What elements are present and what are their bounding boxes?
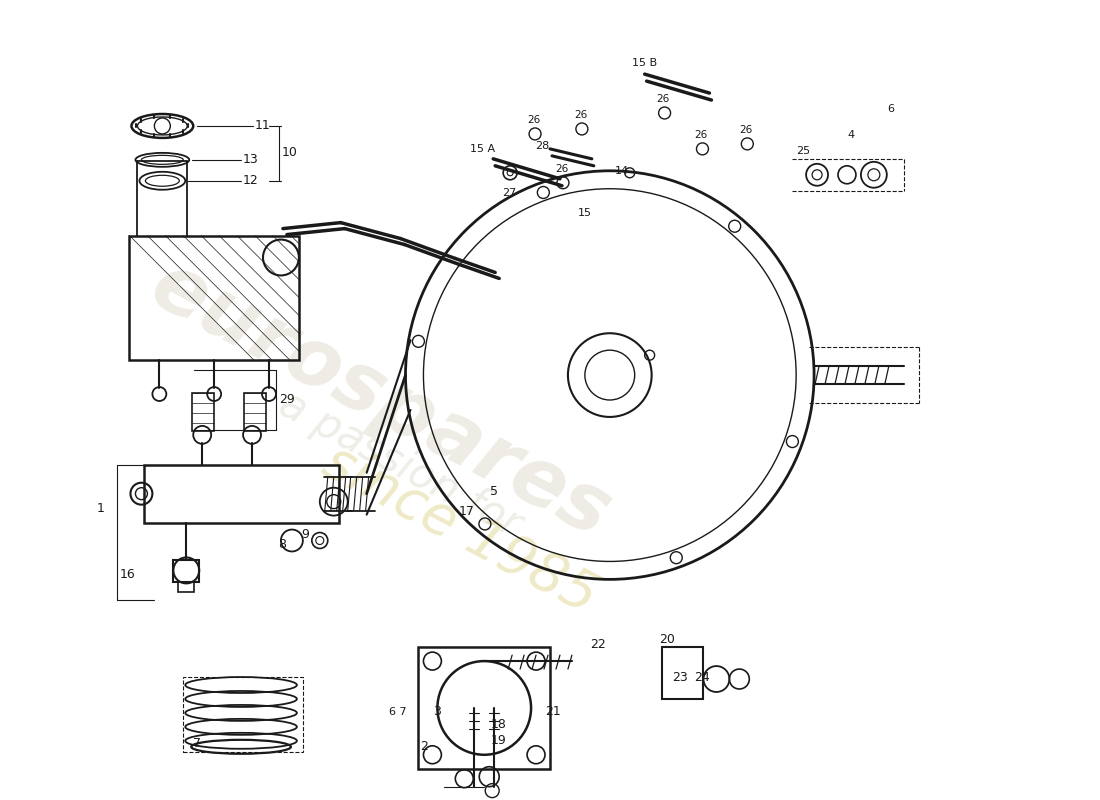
Bar — [244, 393, 266, 431]
Text: eurospares: eurospares — [138, 246, 624, 554]
Bar — [184, 677, 302, 752]
Text: 20: 20 — [660, 633, 675, 646]
Text: 17: 17 — [459, 505, 474, 518]
Text: 21: 21 — [544, 706, 561, 718]
Bar — [192, 393, 215, 431]
Text: 28: 28 — [535, 141, 549, 151]
Text: 12: 12 — [243, 174, 258, 187]
Bar — [178, 582, 195, 592]
Bar — [130, 235, 299, 360]
Text: 8: 8 — [278, 538, 286, 551]
Text: 2: 2 — [420, 740, 428, 754]
Text: 19: 19 — [491, 734, 506, 747]
Text: 4: 4 — [847, 130, 854, 140]
Text: 14: 14 — [615, 166, 629, 176]
Text: a passion for: a passion for — [273, 383, 529, 546]
Bar — [418, 647, 550, 769]
Text: 3: 3 — [433, 706, 441, 718]
Text: 26: 26 — [657, 94, 670, 104]
Text: 26: 26 — [694, 130, 707, 140]
Text: 6: 6 — [887, 104, 894, 114]
Bar — [661, 647, 704, 699]
Text: 29: 29 — [279, 394, 295, 406]
Text: 26: 26 — [527, 115, 540, 125]
Text: 26: 26 — [739, 125, 752, 135]
Text: 9: 9 — [301, 528, 309, 541]
Bar — [144, 465, 339, 522]
Text: 23: 23 — [672, 670, 689, 683]
Text: 1: 1 — [97, 502, 104, 515]
Text: 7: 7 — [194, 738, 201, 750]
Text: 18: 18 — [491, 718, 506, 731]
Text: 26: 26 — [556, 164, 569, 174]
Text: 22: 22 — [590, 638, 606, 650]
Bar — [174, 561, 199, 582]
Text: 26: 26 — [574, 110, 587, 120]
Text: 27: 27 — [503, 188, 516, 198]
Text: 15: 15 — [578, 208, 592, 218]
Text: 10: 10 — [282, 146, 298, 159]
Text: 13: 13 — [243, 154, 258, 166]
Text: 5: 5 — [491, 485, 498, 498]
Text: 6 7: 6 7 — [388, 707, 406, 717]
Text: 15 A: 15 A — [471, 144, 495, 154]
Text: 25: 25 — [796, 146, 811, 156]
Text: 24: 24 — [694, 670, 711, 683]
Text: since 1985: since 1985 — [315, 435, 606, 624]
Text: 15 B: 15 B — [631, 58, 657, 68]
Text: 16: 16 — [120, 568, 135, 581]
Text: 11: 11 — [255, 119, 271, 133]
